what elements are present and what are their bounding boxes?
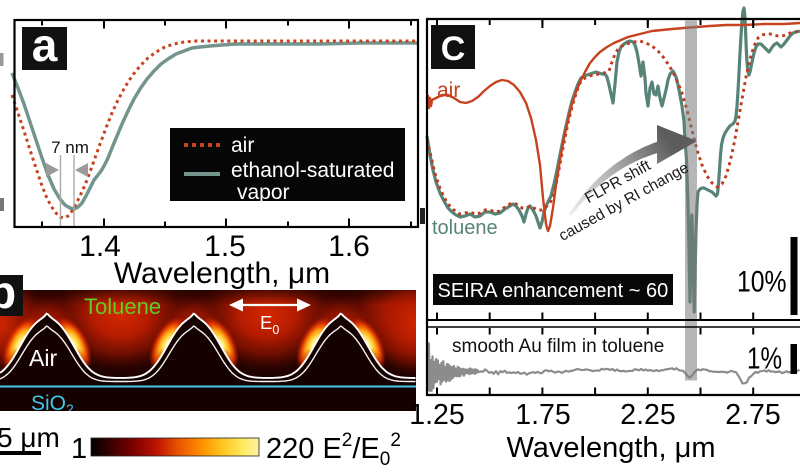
- svg-text:1: 1: [71, 433, 87, 465]
- svg-text:2.75: 2.75: [725, 399, 780, 431]
- svg-text:220 E2/E02: 220 E2/E02: [266, 430, 401, 470]
- svg-text:1.4: 1.4: [79, 230, 121, 263]
- svg-text:10%: 10%: [737, 266, 787, 299]
- svg-text:air: air: [437, 79, 460, 102]
- svg-text:2.25: 2.25: [620, 399, 675, 431]
- svg-text:1.75: 1.75: [515, 399, 570, 431]
- svg-text:5 μm: 5 μm: [0, 422, 60, 453]
- svg-text:SEIRA enhancement ~ 60: SEIRA enhancement ~ 60: [438, 280, 669, 302]
- svg-text:Toluene: Toluene: [84, 294, 161, 319]
- svg-text:vapor: vapor: [237, 181, 290, 204]
- svg-text:air: air: [231, 134, 254, 157]
- svg-text:7 nm: 7 nm: [51, 138, 89, 157]
- svg-text:smooth Au film in toluene: smooth Au film in toluene: [452, 336, 664, 357]
- svg-text:C: C: [441, 30, 466, 68]
- svg-text:Wavelength, μm: Wavelength, μm: [114, 257, 330, 290]
- svg-text:Air: Air: [29, 345, 57, 371]
- svg-text:1.6: 1.6: [328, 230, 370, 263]
- svg-text:1.25: 1.25: [409, 399, 464, 431]
- svg-text:SiO2: SiO2: [31, 392, 74, 417]
- svg-text:ethanol-saturated: ethanol-saturated: [231, 159, 394, 182]
- svg-text:b: b: [0, 266, 16, 318]
- svg-text:Wavelength, μm: Wavelength, μm: [506, 432, 715, 464]
- svg-text:1.5: 1.5: [204, 230, 246, 263]
- svg-text:toluene: toluene: [432, 217, 498, 239]
- svg-text:1%: 1%: [747, 341, 782, 376]
- svg-text:a: a: [32, 19, 58, 71]
